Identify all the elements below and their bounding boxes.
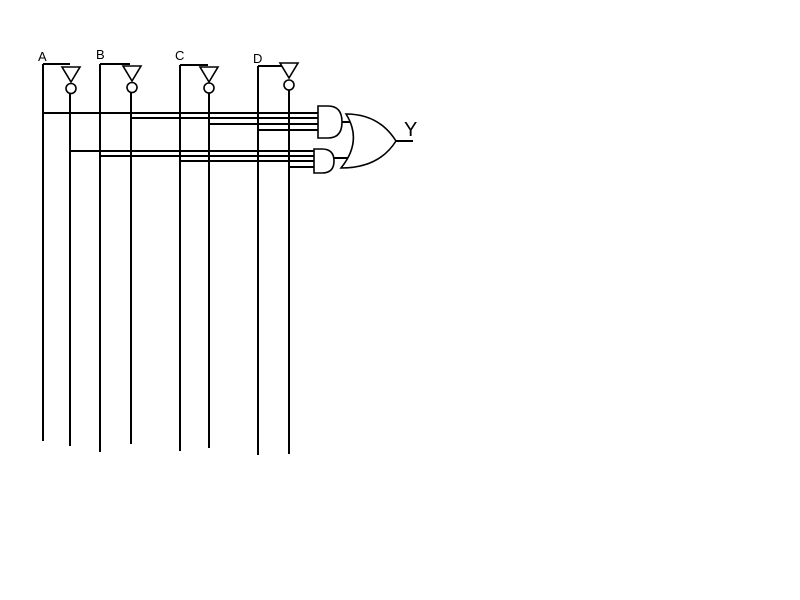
not-gate-b-bubble [126, 81, 138, 94]
input-group-d [257, 62, 300, 455]
and-gate-2-inputs [70, 150, 314, 168]
and-gate-1 [317, 105, 343, 139]
not-gate-b-triangle [121, 65, 143, 83]
not-gate-a-triangle [60, 66, 82, 84]
input-label-b: B [96, 47, 105, 62]
input-label-d: D [253, 51, 262, 66]
not-gate-c-triangle [198, 66, 220, 84]
input-group-a [42, 63, 82, 446]
input-group-b [99, 63, 143, 452]
and-gate-2 [313, 148, 335, 174]
not-gate-d-bubble [283, 79, 295, 91]
not-gate-a-bubble [65, 82, 77, 95]
or-gate [339, 113, 397, 169]
input-label-a: A [38, 49, 47, 64]
and-gate-1-inputs [43, 112, 318, 131]
not-gate-c-bubble [203, 82, 215, 94]
input-label-c: C [175, 48, 184, 63]
not-gate-d-triangle [278, 62, 300, 80]
output-label-y: Y [404, 119, 417, 141]
input-group-c [179, 64, 220, 451]
